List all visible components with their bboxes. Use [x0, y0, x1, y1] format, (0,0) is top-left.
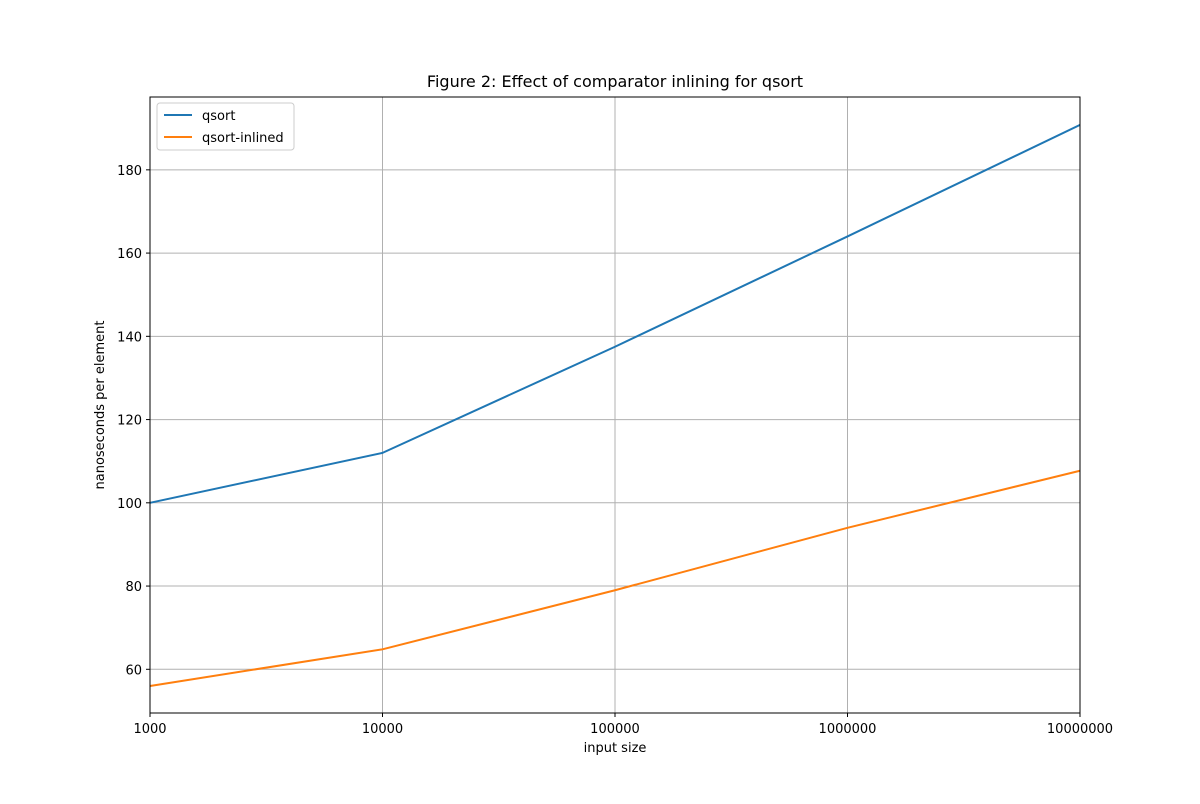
y-tick-label: 140 [117, 330, 142, 345]
series-line-qsort-inlined [149, 469, 1081, 687]
y-tick-label: 60 [125, 663, 142, 678]
legend: qsort qsort-inlined [156, 102, 295, 151]
chart-title: Figure 2: Effect of comparator inlining … [427, 72, 803, 91]
y-axis-label: nanoseconds per element [93, 321, 108, 490]
x-tick-label: 10000000 [1047, 722, 1113, 737]
y-tick-label: 80 [125, 580, 142, 595]
y-tick-label: 120 [117, 414, 142, 429]
x-axis-ticks: 1000 10000 100000 1000000 10000000 [133, 713, 1113, 737]
y-tick-label: 160 [117, 247, 142, 262]
x-tick-label: 1000000 [819, 722, 877, 737]
x-axis-label: input size [584, 741, 647, 756]
legend-label-qsort: qsort [202, 109, 235, 124]
y-tick-label: 180 [117, 164, 142, 179]
x-tick-label: 100000 [590, 722, 640, 737]
y-axis-ticks: 60 80 100 120 140 160 180 [117, 164, 150, 678]
x-tick-label: 10000 [362, 722, 403, 737]
series-line-qsort [149, 123, 1081, 504]
grid [149, 97, 1081, 713]
y-tick-label: 100 [117, 497, 142, 512]
legend-label-qsort-inlined: qsort-inlined [202, 131, 284, 146]
x-tick-label: 1000 [133, 722, 166, 737]
series-lines [149, 123, 1081, 687]
